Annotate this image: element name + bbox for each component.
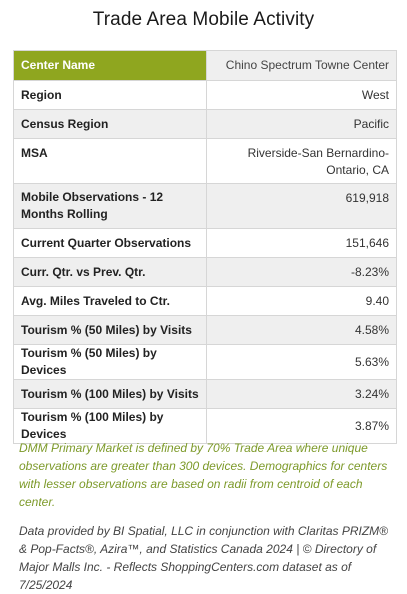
row-value: 5.63% [206, 344, 397, 380]
table-row: Tourism % (100 Miles) by Visits 3.24% [13, 379, 397, 409]
table-row: Curr. Qtr. vs Prev. Qtr. -8.23% [13, 257, 397, 287]
row-label: Mobile Observations - 12 Months Rolling [13, 183, 207, 229]
row-value: 9.40 [206, 286, 397, 316]
table-row: MSA Riverside-San Bernardino- Ontario, C… [13, 138, 397, 184]
row-label: Center Name [13, 50, 207, 81]
row-value: -8.23% [206, 257, 397, 287]
row-label: Region [13, 80, 207, 110]
row-label: Curr. Qtr. vs Prev. Qtr. [13, 257, 207, 287]
table-row: Tourism % (50 Miles) by Devices 5.63% [13, 344, 397, 380]
row-label: Census Region [13, 109, 207, 139]
row-label: MSA [13, 138, 207, 184]
table-row: Census Region Pacific [13, 109, 397, 139]
table-row: Region West [13, 80, 397, 110]
table-row: Center Name Chino Spectrum Towne Center [13, 50, 397, 81]
row-value: Pacific [206, 109, 397, 139]
row-label: Tourism % (50 Miles) by Devices [13, 344, 207, 380]
table-row: Mobile Observations - 12 Months Rolling … [13, 183, 397, 229]
page-title: Trade Area Mobile Activity [92, 9, 315, 30]
row-value: Riverside-San Bernardino- Ontario, CA [206, 138, 397, 184]
row-value: 4.58% [206, 315, 397, 345]
table-row: Tourism % (100 Miles) by Devices 3.87% [13, 408, 397, 444]
row-label: Current Quarter Observations [13, 228, 207, 258]
row-value: 151,646 [206, 228, 397, 258]
table-row: Avg. Miles Traveled to Ctr. 9.40 [13, 286, 397, 316]
row-value: 3.24% [206, 379, 397, 409]
row-label: Avg. Miles Traveled to Ctr. [13, 286, 207, 316]
row-value: Chino Spectrum Towne Center [206, 50, 397, 81]
table-row: Tourism % (50 Miles) by Visits 4.58% [13, 315, 397, 345]
row-value: 3.87% [206, 408, 397, 444]
row-value: West [206, 80, 397, 110]
table-row: Current Quarter Observations 151,646 [13, 228, 397, 258]
row-label: Tourism % (100 Miles) by Visits [13, 379, 207, 409]
row-label: Tourism % (100 Miles) by Devices [13, 408, 207, 444]
methodology-note: DMM Primary Market is defined by 70% Tra… [19, 441, 388, 509]
row-value: 619,918 [206, 183, 397, 229]
data-credit: Data provided by BI Spatial, LLC in conj… [19, 524, 389, 592]
row-label: Tourism % (50 Miles) by Visits [13, 315, 207, 345]
activity-table: Center Name Chino Spectrum Towne Center … [13, 50, 397, 444]
